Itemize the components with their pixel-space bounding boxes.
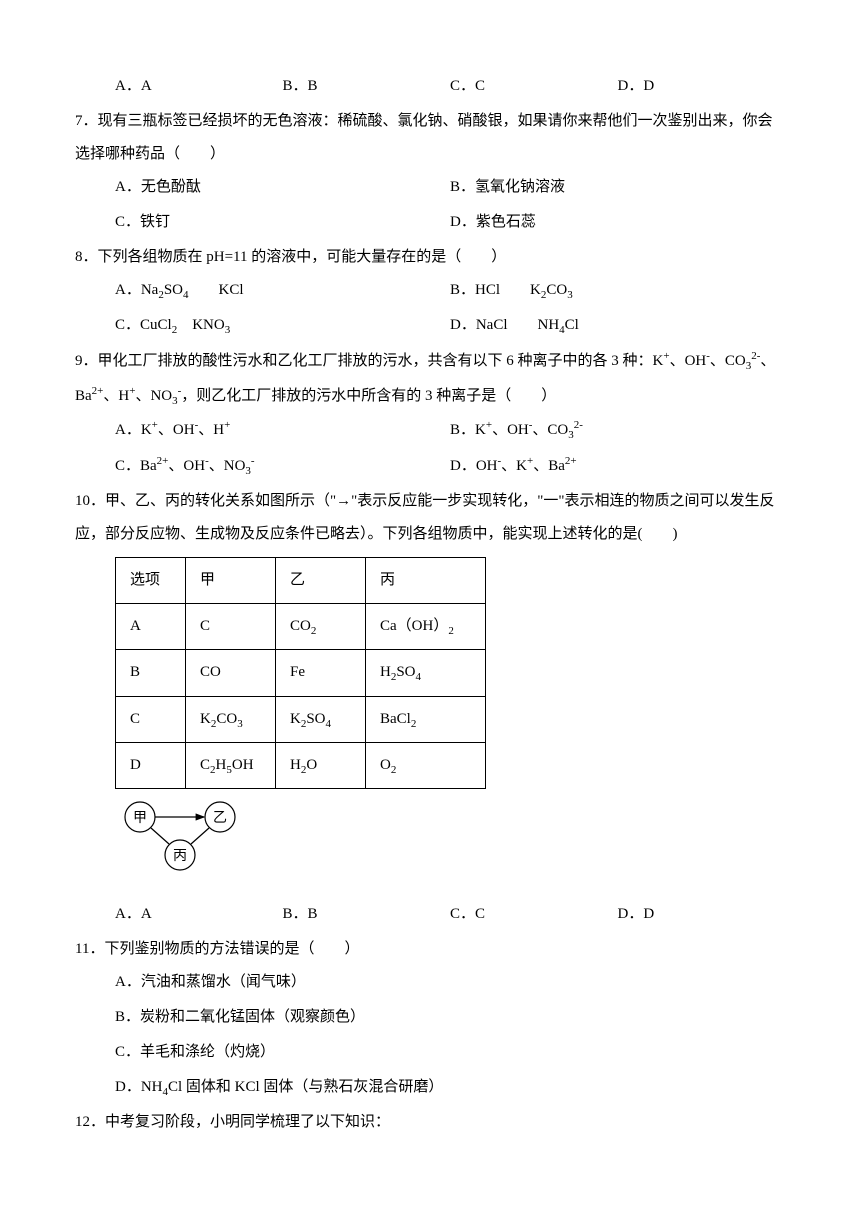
q12-text: 12．中考复习阶段，小明同学梳理了以下知识： [75, 1106, 785, 1139]
network-icon: 甲 乙 丙 [115, 797, 250, 877]
q10-option-a: A．A [115, 898, 283, 931]
q6-option-c: C．C [450, 70, 618, 103]
th-jia: 甲 [186, 558, 276, 604]
q11-text: 11．下列鉴别物质的方法错误的是（ ） [75, 933, 785, 966]
q9-option-c: C．Ba2+、OH-、NO3- [115, 449, 450, 483]
q10-option-b: B．B [283, 898, 451, 931]
q11-option-d: D．NH4Cl 固体和 KCl 固体（与熟石灰混合研磨） [75, 1071, 785, 1104]
q7-text: 7．现有三瓶标签已经损坏的无色溶液：稀硫酸、氯化钠、硝酸银，如果请你来帮他们一次… [75, 105, 785, 171]
q10-option-d: D．D [618, 898, 786, 931]
q8-option-c: C．CuCl2 KNO3 [115, 309, 450, 342]
q9-option-a: A．K+、OH-、H+ [115, 413, 450, 447]
q7-option-c: C．铁钉 [115, 206, 450, 239]
q10: 10．甲、乙、丙的转化关系如图所示（"→"表示反应能一步实现转化，"一"表示相连… [75, 485, 785, 931]
q11-option-a: A．汽油和蒸馏水（闻气味） [75, 966, 785, 999]
svg-text:丙: 丙 [173, 849, 187, 864]
q11-option-c: C．羊毛和涤纶（灼烧） [75, 1036, 785, 1069]
q9: 9．甲化工厂排放的酸性污水和乙化工厂排放的污水，共含有以下 6 种离子中的各 3… [75, 344, 785, 483]
q6-option-b: B．B [283, 70, 451, 103]
th-bing: 丙 [366, 558, 486, 604]
q8-option-b: B．HCl K2CO3 [450, 274, 785, 307]
q6-option-d: D．D [618, 70, 786, 103]
q11-option-b: B．炭粉和二氧化锰固体（观察颜色） [75, 1001, 785, 1034]
q7-option-a: A．无色酚酞 [115, 171, 450, 204]
q10-diagram: 甲 乙 丙 [115, 797, 785, 890]
q9-option-b: B．K+、OH-、CO32- [450, 413, 785, 447]
q8-text: 8．下列各组物质在 pH=11 的溶液中，可能大量存在的是（ ） [75, 241, 785, 274]
q7: 7．现有三瓶标签已经损坏的无色溶液：稀硫酸、氯化钠、硝酸银，如果请你来帮他们一次… [75, 105, 785, 239]
q8-option-d: D．NaCl NH4Cl [450, 309, 785, 342]
svg-text:甲: 甲 [133, 811, 147, 826]
table-row: C K2CO3 K2SO4 BaCl2 [116, 696, 486, 742]
q12: 12．中考复习阶段，小明同学梳理了以下知识： [75, 1106, 785, 1139]
q6-options: A．A B．B C．C D．D [75, 70, 785, 103]
q10-text: 10．甲、乙、丙的转化关系如图所示（"→"表示反应能一步实现转化，"一"表示相连… [75, 485, 785, 551]
q8-option-a: A．Na2SO4 KCl [115, 274, 450, 307]
table-row: A C CO2 Ca（OH）2 [116, 604, 486, 650]
q10-option-c: C．C [450, 898, 618, 931]
q9-text: 9．甲化工厂排放的酸性污水和乙化工厂排放的污水，共含有以下 6 种离子中的各 3… [75, 344, 785, 412]
th-option: 选项 [116, 558, 186, 604]
table-row: D C2H5OH H2O O2 [116, 742, 486, 788]
q7-option-d: D．紫色石蕊 [450, 206, 785, 239]
q6-option-a: A．A [115, 70, 283, 103]
q8: 8．下列各组物质在 pH=11 的溶液中，可能大量存在的是（ ） A．Na2SO… [75, 241, 785, 342]
q7-option-b: B．氢氧化钠溶液 [450, 171, 785, 204]
table-row: B CO Fe H2SO4 [116, 650, 486, 696]
q9-option-d: D．OH-、K+、Ba2+ [450, 449, 785, 483]
q11: 11．下列鉴别物质的方法错误的是（ ） A．汽油和蒸馏水（闻气味） B．炭粉和二… [75, 933, 785, 1104]
th-yi: 乙 [276, 558, 366, 604]
table-header-row: 选项 甲 乙 丙 [116, 558, 486, 604]
q10-table: 选项 甲 乙 丙 A C CO2 Ca（OH）2 B CO Fe H2SO4 C… [115, 557, 486, 789]
svg-text:乙: 乙 [213, 810, 227, 826]
